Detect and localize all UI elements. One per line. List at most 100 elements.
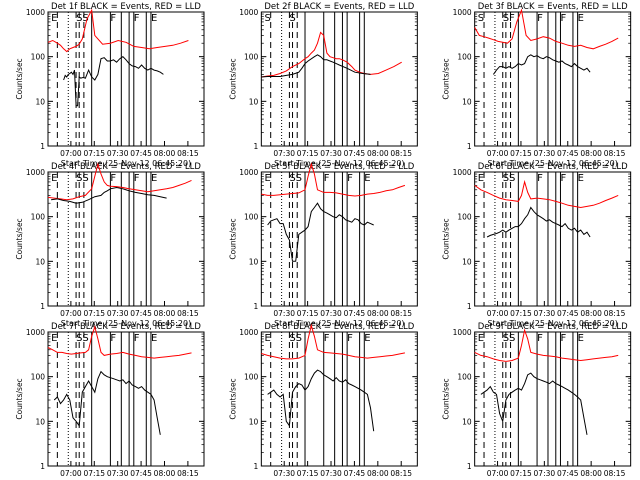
x-tick-label: 07:30	[273, 149, 295, 158]
plot-frame	[474, 11, 632, 147]
y-tick-label: 10	[249, 257, 259, 266]
x-tick-label: 08:00	[367, 149, 389, 158]
x-tick-label: 07:00	[60, 309, 82, 318]
x-tick-label: 07:15	[297, 309, 319, 318]
y-tick-label: 1	[467, 302, 472, 311]
y-tick-label: 1000	[239, 168, 258, 177]
detector-panel: Det 1f BLACK = Events, RED = LLD 1 10 100 10…	[15, 2, 205, 168]
events-series-line	[480, 372, 588, 435]
interval-annotation: F	[324, 173, 330, 184]
x-tick-label: 07:30	[107, 149, 129, 158]
plot-frame	[474, 171, 632, 307]
x-tick-label: 08:15	[390, 309, 412, 318]
events-series-line	[267, 202, 374, 262]
interval-annotation: F	[110, 173, 116, 184]
interval-annotation: S	[509, 173, 515, 184]
x-tick-label: 07:30	[534, 309, 556, 318]
interval-annotation: S	[296, 173, 302, 184]
panel-title: Det 8f BLACK = Events, RED = LLD	[264, 322, 414, 332]
y-tick-label: 1	[467, 142, 472, 151]
x-tick-label: 07:45	[344, 309, 366, 318]
x-tick-label: 08:15	[177, 149, 199, 158]
interval-annotation: E	[151, 13, 157, 24]
interval-annotation: S	[264, 13, 270, 24]
y-tick-label: 10	[35, 97, 45, 106]
events-series-line	[53, 370, 161, 435]
y-tick-label: 1	[467, 462, 472, 471]
lld-series-line	[47, 8, 189, 53]
interval-annotation: S	[289, 13, 295, 24]
panel-title: Det 9f BLACK = Events, RED = LLD	[478, 322, 628, 332]
y-tick-label: 100	[244, 213, 259, 222]
x-axis-label: Start Time (25-Nov-12 06:45:20)	[274, 319, 404, 328]
interval-annotation: F	[134, 13, 140, 24]
plot-frame	[47, 331, 205, 467]
interval-annotation: S	[478, 13, 484, 24]
y-tick-label: 1	[40, 462, 45, 471]
lld-series-line	[474, 328, 619, 362]
x-tick-label: 08:15	[177, 469, 199, 478]
panel-title: Det 6f BLACK = Events, RED = LLD	[478, 162, 628, 172]
x-tick-label: 07:15	[510, 309, 532, 318]
interval-annotation: S	[82, 333, 88, 344]
x-tick-label: 07:30	[320, 469, 342, 478]
detector-panel: Det 7f BLACK = Events, RED = LLD 1 10 100 10…	[15, 322, 205, 480]
interval-annotation: E	[51, 13, 57, 24]
x-tick-label: 07:15	[297, 469, 319, 478]
interval-annotation: F	[347, 173, 353, 184]
y-tick-label: 10	[462, 417, 472, 426]
y-tick-label: 10	[462, 97, 472, 106]
x-tick-label: 07:30	[273, 469, 295, 478]
x-tick-label: 07:00	[487, 309, 509, 318]
lld-series-line	[261, 323, 405, 360]
y-tick-label: 100	[31, 53, 46, 62]
y-tick-label: 1000	[239, 328, 258, 337]
interval-annotation: F	[560, 333, 566, 344]
x-tick-label: 07:00	[487, 149, 509, 158]
plot-frame	[47, 171, 205, 307]
x-tick-label: 07:15	[510, 469, 532, 478]
y-tick-label: 1	[254, 462, 259, 471]
y-tick-label: 100	[244, 53, 259, 62]
x-tick-label: 07:45	[557, 309, 579, 318]
detector-panel: Det 6f BLACK = Events, RED = LLD 1 10 100 10…	[442, 162, 632, 328]
interval-annotation: E	[364, 173, 370, 184]
detector-panel: Det 9f BLACK = Events, RED = LLD 1 10 100 10…	[442, 322, 632, 480]
x-tick-label: 07:45	[557, 149, 579, 158]
detector-panel: Det 8f BLACK = Events, RED = LLD 1 10 100 10…	[228, 322, 418, 480]
x-tick-label: 07:15	[510, 149, 532, 158]
interval-annotation: S	[503, 173, 509, 184]
events-series-line	[261, 54, 371, 78]
interval-annotation: E	[51, 173, 57, 184]
lld-series-line	[47, 325, 192, 359]
interval-annotation: E	[478, 333, 484, 344]
x-tick-label: 08:15	[604, 309, 626, 318]
y-tick-label: 100	[457, 213, 472, 222]
interval-annotation: E	[151, 173, 157, 184]
x-tick-label: 07:30	[107, 469, 129, 478]
y-tick-label: 100	[457, 53, 472, 62]
interval-annotation: S	[509, 333, 515, 344]
interval-annotation: F	[347, 333, 353, 344]
x-tick-label: 08:00	[580, 149, 602, 158]
x-axis-label: Start Time (25-Nov-12 06:45:20)	[274, 159, 404, 168]
lld-series-line	[474, 179, 619, 209]
lld-series-line	[261, 31, 402, 78]
lld-series-line	[261, 162, 406, 197]
x-tick-label: 07:45	[344, 469, 366, 478]
events-series-line	[63, 56, 164, 107]
y-tick-label: 100	[31, 213, 46, 222]
y-tick-label: 1	[40, 142, 45, 151]
detector-panel: Det 5f BLACK = Events, RED = LLD 1 10 100 10…	[228, 162, 418, 328]
x-tick-label: 07:30	[320, 149, 342, 158]
plot-frame	[260, 171, 418, 307]
x-tick-label: 07:00	[60, 469, 82, 478]
y-tick-label: 1	[254, 302, 259, 311]
x-tick-label: 07:45	[344, 149, 366, 158]
panel-title: Det 2f BLACK = Events, RED = LLD	[264, 2, 414, 12]
panel-title: Det 1f BLACK = Events, RED = LLD	[51, 2, 201, 12]
y-axis-label: Counts/sec	[442, 218, 451, 259]
interval-annotation: E	[264, 333, 270, 344]
interval-annotation: E	[51, 333, 57, 344]
x-axis-label: Start Time (25-Nov-12 06:45:20)	[61, 159, 191, 168]
